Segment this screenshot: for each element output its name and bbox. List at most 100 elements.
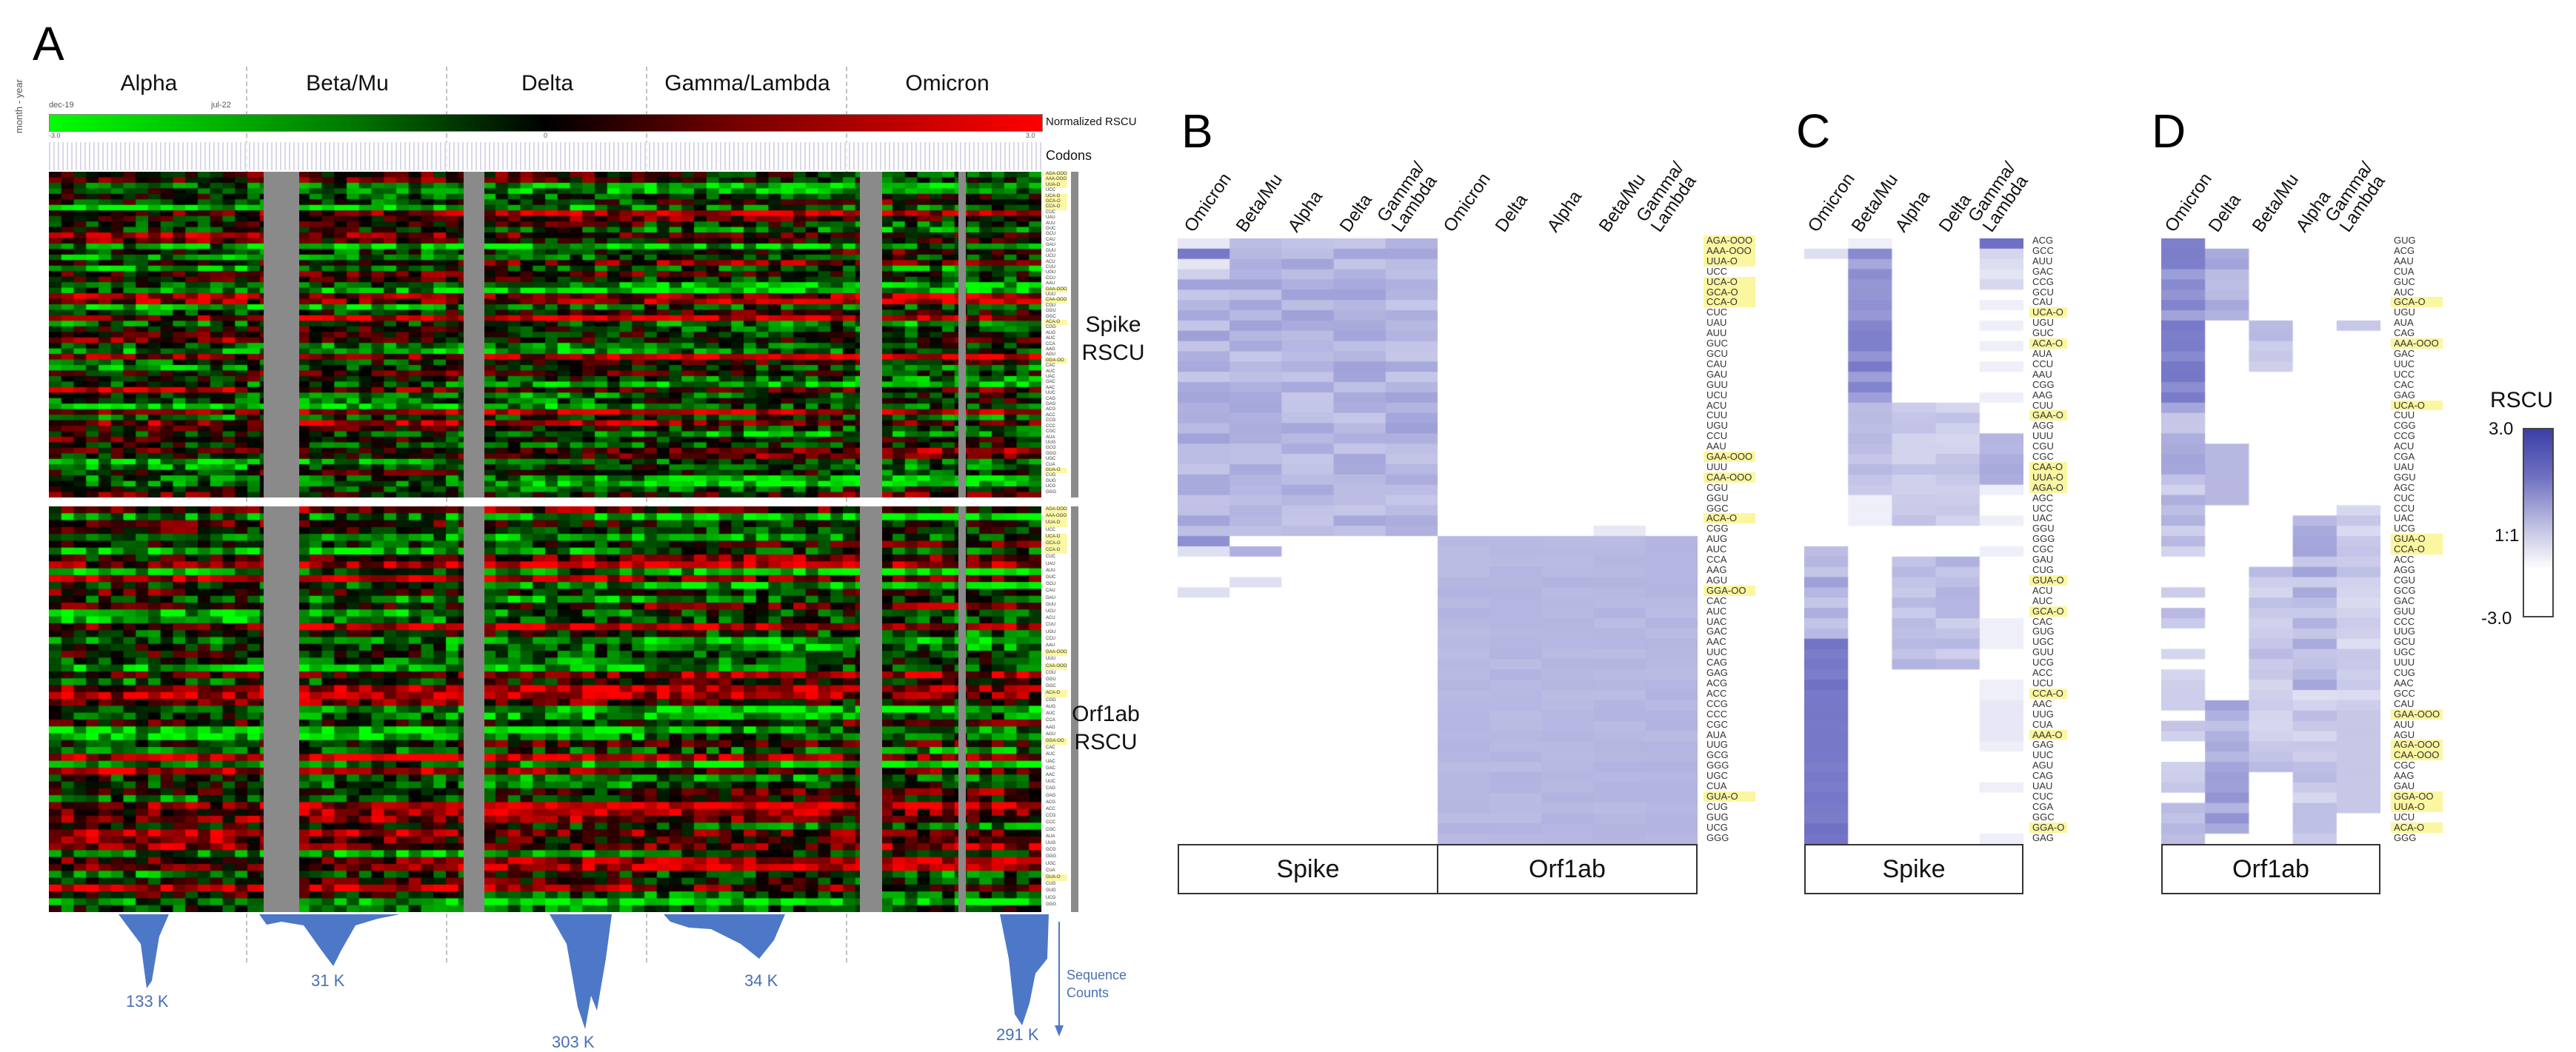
codon-label: ACU bbox=[1046, 616, 1055, 621]
orf1ab-codon-labels: AGA-OOO AAA-OOO UUA-O UCC UCA-O GCA-O CCA-O CUC… bbox=[1044, 506, 1067, 908]
codon-label: ACA-O bbox=[1044, 319, 1067, 326]
codon-label: AAU bbox=[1046, 643, 1055, 649]
codon-label: CCA-O bbox=[1704, 297, 1756, 308]
codon-label: CUG bbox=[2394, 667, 2415, 679]
codon-label: GUG bbox=[2032, 626, 2055, 637]
codon-label: CCA bbox=[1706, 554, 1727, 566]
codon-label: AUG bbox=[1706, 533, 1728, 545]
gap-column bbox=[264, 172, 299, 497]
codon-label: GUC bbox=[1046, 227, 1056, 232]
codon-label: AAG bbox=[1046, 347, 1055, 352]
codon-label: CUC bbox=[2394, 492, 2415, 503]
codon-label: UCG bbox=[1046, 484, 1056, 489]
codon-label: UAU bbox=[1046, 561, 1055, 566]
codon-label: GAC bbox=[2394, 347, 2415, 359]
codon-label: AAU bbox=[2032, 368, 2052, 380]
codon-label: AGG bbox=[2032, 420, 2054, 432]
codon-label: UAU bbox=[2394, 460, 2415, 472]
codon-label: AUC bbox=[1046, 369, 1055, 374]
variant-header-gamma-lambda: Gamma/Lambda bbox=[664, 71, 830, 96]
codon-label: GCA-O bbox=[1044, 540, 1067, 548]
codon-label: AUC bbox=[1046, 336, 1055, 341]
codon-label: GUA-O bbox=[1044, 874, 1067, 882]
b-orf1ab-col-header-alpha: Alpha bbox=[1543, 187, 1586, 236]
count-delta: 303 K bbox=[552, 1033, 595, 1051]
codon-label: CAA-OOO bbox=[2391, 750, 2443, 761]
codon-label: AUU bbox=[1046, 221, 1055, 226]
codon-label: UUU bbox=[2032, 430, 2054, 442]
gap-column bbox=[860, 172, 882, 497]
codon-label: GGA-OO bbox=[1044, 358, 1067, 364]
codon-label: UAC bbox=[1706, 615, 1727, 627]
codon-label: GUU bbox=[1706, 378, 1728, 390]
codon-label: GGG bbox=[1706, 760, 1729, 771]
codon-label: GUA-O bbox=[1044, 467, 1067, 474]
codon-label: CCG bbox=[1706, 697, 1728, 709]
gap-column bbox=[860, 506, 882, 912]
codon-label: GAA-OOO bbox=[1044, 287, 1067, 292]
codon-label: AAA-OOO bbox=[2391, 338, 2443, 349]
codon-label: GGC bbox=[2032, 811, 2055, 822]
codon-label: GUA-O bbox=[1704, 791, 1756, 802]
codon-label: CUG bbox=[1706, 800, 1728, 812]
codon-label: CGC bbox=[1706, 718, 1728, 730]
codon-label: CGC bbox=[1046, 429, 1056, 435]
codon-label: CCG bbox=[1046, 814, 1056, 819]
codon-label: ACA-O bbox=[1044, 690, 1067, 697]
codon-label: UCG bbox=[2032, 657, 2054, 669]
count-beta-mu: 31 K bbox=[311, 971, 345, 990]
codon-label: CCA-O bbox=[1044, 547, 1067, 555]
codon-label: UCG bbox=[1046, 895, 1056, 900]
gene-box-orf1ab-d: Orf1ab bbox=[2161, 844, 2380, 894]
month-year-axis-label: month - year bbox=[13, 79, 24, 133]
codon-label: GCG bbox=[1706, 749, 1729, 761]
codon-label: GGA-OO bbox=[2391, 791, 2443, 802]
codon-label: AUC bbox=[1046, 711, 1055, 717]
codon-label: CCA bbox=[1046, 341, 1055, 346]
codon-label: AAU bbox=[1046, 281, 1055, 287]
codon-label: GAC bbox=[1046, 765, 1056, 771]
codon-label: UUC bbox=[2394, 358, 2415, 369]
count-gamma-lambda: 34 K bbox=[744, 971, 778, 990]
codon-label: AGA-OOO bbox=[1044, 172, 1067, 178]
codon-label: AGA-OOO bbox=[1044, 506, 1067, 514]
codon-label: UCU bbox=[2032, 677, 2054, 689]
codon-label: CAU bbox=[1046, 589, 1055, 594]
orf1ab-rscu-label: Orf1ab RSCU bbox=[1065, 700, 1147, 757]
codon-label: GAG bbox=[1706, 667, 1728, 679]
spike-codon-labels: AGA-OOO AAA-OOO UUA-O UCC UCA-O GCA-O CCA-O CUC… bbox=[1044, 172, 1067, 495]
codon-label: UCU bbox=[1046, 609, 1055, 614]
codon-label: ACU bbox=[2394, 440, 2415, 452]
codon-label: AGC bbox=[2394, 481, 2415, 493]
count-omicron: 291 K bbox=[996, 1025, 1039, 1044]
codon-label: AUA bbox=[1046, 435, 1055, 440]
codon-label: UCA-O bbox=[2029, 307, 2068, 318]
codon-label: AAC bbox=[1046, 772, 1055, 777]
codon-label: UAC bbox=[1046, 759, 1055, 764]
codon-label: GAG bbox=[2394, 389, 2415, 401]
codon-label: GUU bbox=[2032, 646, 2054, 658]
codon-label: CCC bbox=[1046, 820, 1055, 825]
codon-label: AUC bbox=[1706, 605, 1727, 617]
panel-b-codon-labels: AGA-OOO AAA-OOO UUA-O UCC UCA-O GCA-O CCA-O CUC… bbox=[1704, 235, 1756, 842]
codon-label: CGC bbox=[2032, 543, 2054, 555]
panel-c-codon-labels: ACG GCC AUU GAC CCG GCU CAU UCA-O UGU GUC ACA-O AUA… bbox=[2029, 235, 2068, 842]
b-spike-col-header-gamma-lambda: Gamma/ Lambda bbox=[1372, 158, 1441, 236]
codon-label: AUU bbox=[1706, 327, 1727, 339]
codon-label: UCG bbox=[2394, 523, 2415, 535]
codon-label: AGA-O bbox=[2029, 482, 2068, 493]
sequence-counts-plot bbox=[119, 914, 1064, 1036]
codon-label: CCA-O bbox=[1044, 204, 1067, 210]
codon-label: CAC bbox=[1706, 594, 1727, 606]
codon-label: UGC bbox=[1706, 770, 1728, 782]
codon-label: CUU bbox=[2394, 409, 2415, 421]
codon-label: CAG bbox=[1706, 657, 1728, 669]
codon-label: AAG bbox=[2032, 389, 2053, 401]
codon-label: GAU bbox=[2032, 554, 2054, 566]
codon-label: AUA bbox=[2394, 317, 2414, 329]
b-spike-col-header-omicron: Omicron bbox=[1180, 169, 1235, 236]
codon-label: CGG bbox=[1046, 325, 1056, 330]
codon-label: CUG bbox=[1046, 473, 1056, 478]
codon-label: CAC bbox=[1046, 746, 1055, 751]
codon-label: CCG bbox=[2394, 430, 2415, 442]
